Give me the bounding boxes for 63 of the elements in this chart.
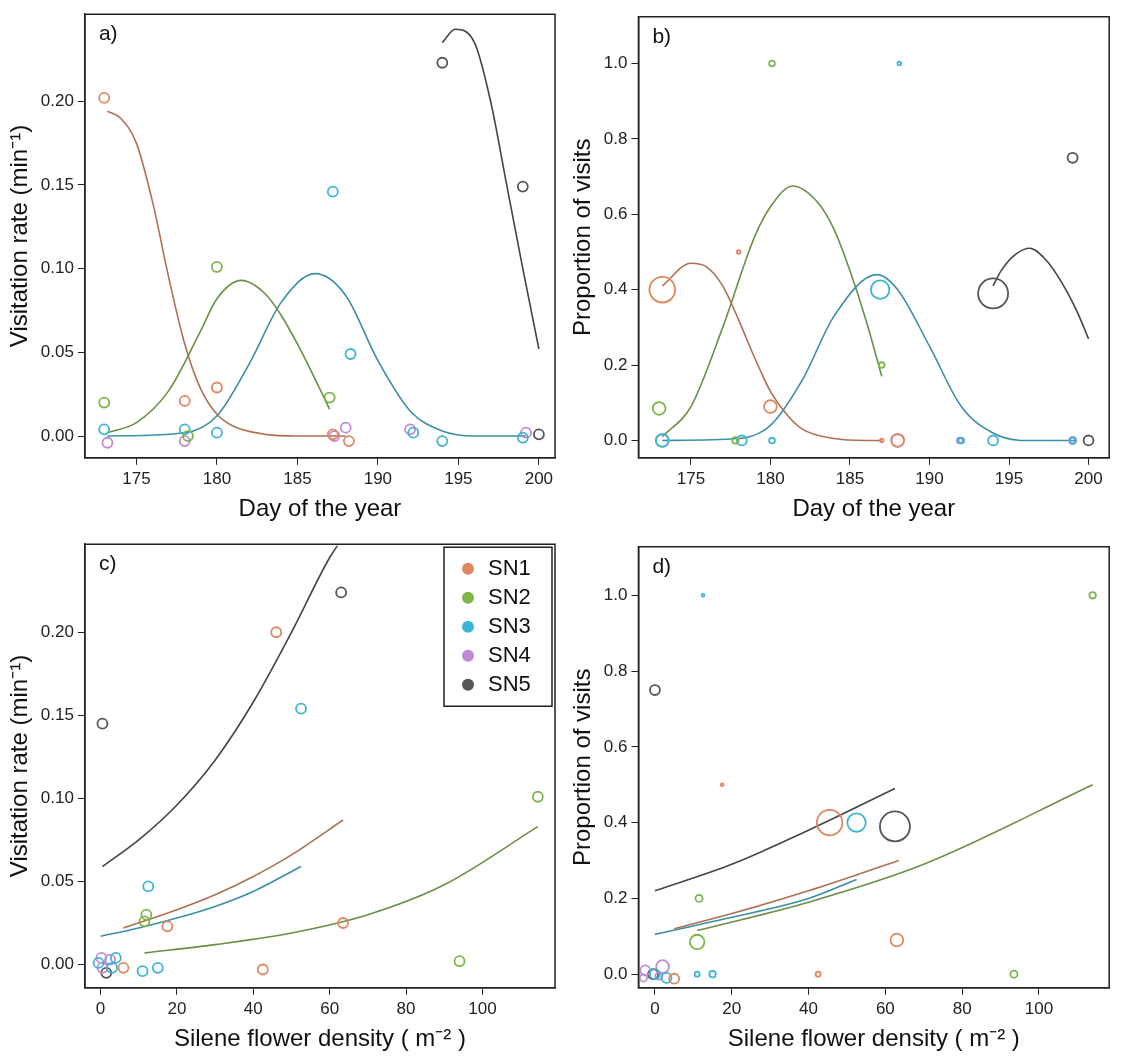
x-axis-title: Silene flower density ( m⁻² ) xyxy=(173,1024,466,1052)
x-tick-label: 60 xyxy=(875,998,895,1018)
y-axis-title: Proportion of visits xyxy=(568,138,596,337)
x-tick-label: 20 xyxy=(167,998,187,1018)
x-tick-label: 80 xyxy=(396,998,416,1018)
x-tick-label: 0 xyxy=(650,998,660,1018)
x-tick-label: 190 xyxy=(915,468,944,488)
y-tick-label: 1.0 xyxy=(603,584,628,604)
annotation: a) xyxy=(98,21,118,45)
y-tick-label: 0.15 xyxy=(40,174,74,194)
y-tick-label: 0.10 xyxy=(40,788,74,808)
legend-label: SN4 xyxy=(488,641,531,667)
x-tick-label: 175 xyxy=(122,468,151,488)
x-tick-label: 60 xyxy=(320,998,340,1018)
y-tick-label: 0.00 xyxy=(40,954,74,974)
x-tick-label: 80 xyxy=(952,998,972,1018)
x-tick-label: 185 xyxy=(283,468,312,488)
x-tick-label: 180 xyxy=(202,468,232,488)
x-tick-label: 180 xyxy=(756,468,785,488)
x-tick-label: 175 xyxy=(676,468,706,488)
y-tick-label: 0.0 xyxy=(603,430,628,450)
x-tick-label: 0 xyxy=(95,998,106,1018)
x-tick-label: 100 xyxy=(468,998,497,1018)
y-tick-label: 0.4 xyxy=(603,279,628,299)
y-tick-label: 0.6 xyxy=(603,736,628,756)
x-tick-label: 195 xyxy=(994,468,1024,488)
y-tick-label: 0.05 xyxy=(40,342,74,362)
x-axis-title: Day of the year xyxy=(792,494,956,522)
y-tick-label: 0.20 xyxy=(40,90,74,110)
x-tick-label: 190 xyxy=(363,468,393,488)
y-axis-title: Proportion of visits xyxy=(568,668,596,867)
y-tick-label: 0.2 xyxy=(603,354,628,374)
x-tick-label: 20 xyxy=(722,998,742,1018)
legend-label: SN1 xyxy=(488,554,531,580)
x-axis-title: Silene flower density ( m⁻² ) xyxy=(727,1024,1020,1052)
y-tick-label: 0.15 xyxy=(40,705,74,725)
legend-label: SN2 xyxy=(488,583,531,609)
y-tick-label: 0.6 xyxy=(603,204,628,223)
annotation: c) xyxy=(98,551,117,575)
y-tick-label: 0.2 xyxy=(603,888,628,908)
x-tick-label: 200 xyxy=(524,468,554,488)
y-tick-label: 0.8 xyxy=(603,128,628,148)
x-tick-label: 40 xyxy=(243,998,263,1018)
x-tick-label: 185 xyxy=(835,468,865,488)
y-tick-label: 0.00 xyxy=(40,425,74,445)
y-tick-label: 0.05 xyxy=(40,871,74,891)
y-tick-label: 0.8 xyxy=(603,660,628,680)
x-tick-label: 200 xyxy=(1074,468,1103,488)
x-tick-label: 40 xyxy=(799,998,818,1018)
x-tick-label: 100 xyxy=(1024,998,1054,1018)
legend-label: SN3 xyxy=(488,612,531,638)
annotation: d) xyxy=(652,554,672,578)
y-tick-label: 0.4 xyxy=(603,812,628,832)
y-tick-label: 0.20 xyxy=(40,621,74,641)
y-tick-label: 0.10 xyxy=(40,258,74,278)
y-tick-label: 1.0 xyxy=(603,53,628,73)
annotation: b) xyxy=(652,24,672,48)
y-axis-title: Visitation rate (min⁻¹) xyxy=(5,654,33,878)
y-axis-title: Visitation rate (min⁻¹) xyxy=(5,124,33,348)
x-axis-title: Day of the year xyxy=(238,494,402,522)
x-tick-label: 195 xyxy=(444,468,473,488)
legend-label: SN5 xyxy=(488,670,531,696)
y-tick-label: 0.0 xyxy=(603,963,628,983)
